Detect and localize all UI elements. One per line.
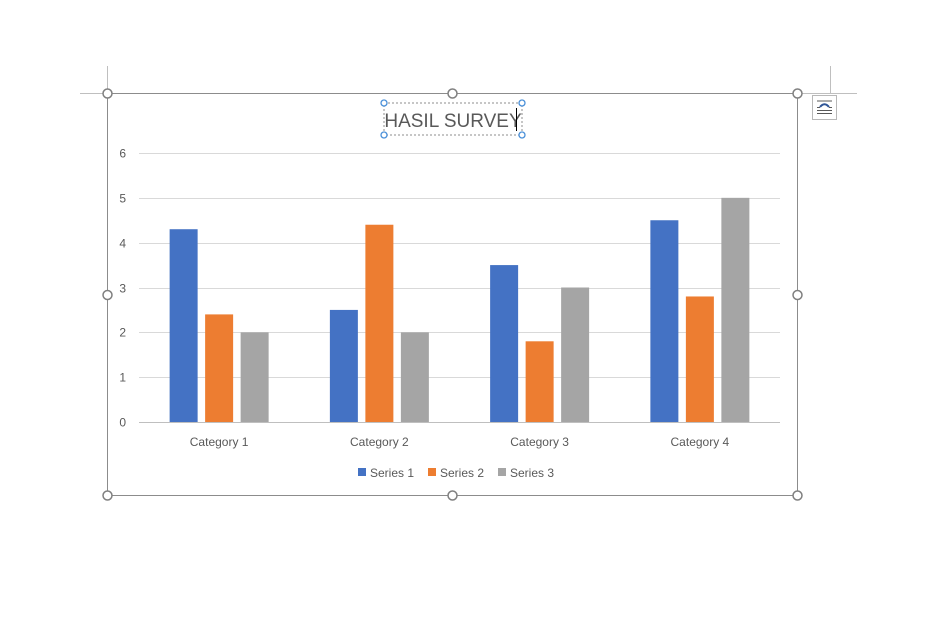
y-tick-label: 5 xyxy=(119,192,126,206)
y-tick-label: 1 xyxy=(119,371,126,385)
x-tick-label: Category 4 xyxy=(671,435,730,449)
bar-series-3-category-4[interactable] xyxy=(721,197,750,422)
y-axis: 0 1 2 3 4 5 6 xyxy=(119,147,126,430)
bar-series-3-category-2[interactable] xyxy=(400,332,429,422)
title-handle-bottom-left[interactable] xyxy=(380,131,388,139)
bar-series-2-category-1[interactable] xyxy=(205,314,234,422)
x-tick-label: Category 1 xyxy=(190,435,249,449)
y-tick-label: 6 xyxy=(119,147,126,161)
chart-frame[interactable] xyxy=(107,93,798,496)
bar-series-1-category-3[interactable] xyxy=(490,265,519,422)
layout-options-icon xyxy=(817,100,832,114)
resize-handle-icon[interactable] xyxy=(102,88,113,99)
bar-series-1-category-4[interactable] xyxy=(650,220,679,422)
resize-handle-icon[interactable] xyxy=(792,88,803,99)
y-tick-label: 0 xyxy=(119,416,126,430)
resize-handles[interactable] xyxy=(102,88,803,501)
bar-series-2-category-4[interactable] xyxy=(685,296,714,422)
x-tick-label: Category 3 xyxy=(510,435,569,449)
resize-handle-icon[interactable] xyxy=(447,88,458,99)
resize-handle-icon[interactable] xyxy=(102,490,113,501)
title-handle-top-right[interactable] xyxy=(518,99,526,107)
title-edit-border xyxy=(383,102,523,136)
legend-label: Series 2 xyxy=(440,466,484,480)
legend-label: Series 3 xyxy=(510,466,554,480)
chart-title-box[interactable]: HASIL SURVEY xyxy=(380,99,526,139)
bar-series-3-category-1[interactable] xyxy=(240,332,269,422)
bar-series-2-category-2[interactable] xyxy=(365,224,394,422)
y-tick-label: 3 xyxy=(119,282,126,296)
resize-handle-icon[interactable] xyxy=(447,490,458,501)
y-tick-label: 4 xyxy=(119,237,126,251)
layout-options-button[interactable] xyxy=(812,95,837,120)
y-tick-label: 2 xyxy=(119,326,126,340)
legend-label: Series 1 xyxy=(370,466,414,480)
bar-series-1-category-1[interactable] xyxy=(169,229,198,422)
plot-area[interactable] xyxy=(169,197,750,423)
legend-swatch xyxy=(428,468,436,476)
chart-title[interactable]: HASIL SURVEY xyxy=(384,111,522,132)
bar-series-1-category-2[interactable] xyxy=(329,309,358,422)
title-handle-top-left[interactable] xyxy=(380,99,388,107)
bar-series-3-category-3[interactable] xyxy=(561,287,590,423)
title-handle-bottom-right[interactable] xyxy=(518,131,526,139)
resize-handle-icon[interactable] xyxy=(792,289,803,301)
margin-guides xyxy=(80,66,857,94)
resize-handle-icon[interactable] xyxy=(102,289,113,301)
x-axis: Category 1 Category 2 Category 3 Category 4 xyxy=(190,435,730,449)
legend[interactable]: Series 1 Series 2 Series 3 xyxy=(358,466,554,480)
resize-handle-icon[interactable] xyxy=(792,490,803,501)
legend-swatch xyxy=(498,468,506,476)
x-tick-label: Category 2 xyxy=(350,435,409,449)
legend-swatch xyxy=(358,468,366,476)
bar-series-2-category-3[interactable] xyxy=(525,341,554,422)
